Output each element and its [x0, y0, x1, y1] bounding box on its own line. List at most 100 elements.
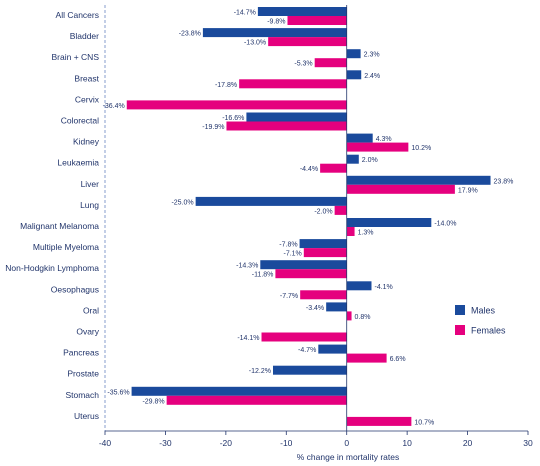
data-label-females-cervix: -36.4%	[103, 103, 125, 110]
legend-swatch-males	[455, 305, 465, 315]
bar-males-liver	[346, 175, 491, 185]
bar-females-lung	[334, 205, 347, 215]
category-label-prostate: Prostate	[67, 369, 99, 379]
data-label-males-oral: -3.4%	[306, 305, 324, 312]
x-tick-label: 10	[402, 438, 412, 448]
bar-males-prostate	[272, 365, 347, 375]
data-label-males-malignant-melanoma: -14.0%	[434, 221, 456, 228]
x-tick-label: -40	[99, 438, 112, 448]
bar-females-liver	[346, 184, 455, 194]
data-label-males-liver: 23.8%	[494, 178, 514, 185]
x-tick-label: 0	[344, 438, 349, 448]
data-label-females-pancreas: 6.6%	[390, 356, 406, 363]
bar-females-breast	[239, 79, 347, 89]
bar-females-cervix	[126, 100, 347, 110]
bar-females-all-cancers	[287, 16, 347, 25]
bar-males-leukaemia	[346, 154, 359, 164]
category-label-oral: Oral	[83, 305, 99, 315]
data-label-males-kidney: 4.3%	[376, 136, 392, 143]
bar-males-brain-cns	[346, 49, 361, 59]
data-label-males-breast: 2.4%	[364, 73, 380, 80]
data-label-males-stomach: -35.6%	[107, 389, 129, 396]
data-label-males-non-hodgkin-lymphoma: -14.3%	[236, 263, 258, 270]
legend-label-females: Females	[471, 326, 506, 336]
data-label-females-leukaemia: -4.4%	[300, 166, 318, 173]
bar-males-bladder	[202, 28, 347, 38]
category-label-lung: Lung	[80, 200, 99, 210]
x-tick-label: -20	[220, 438, 233, 448]
category-label-leukaemia: Leukaemia	[57, 158, 99, 168]
bar-males-lung	[195, 196, 347, 206]
x-tick-label: -30	[159, 438, 172, 448]
data-label-females-uterus: 10.7%	[414, 419, 434, 426]
bar-males-multiple-myeloma	[299, 239, 347, 249]
bar-females-oesophagus	[300, 290, 347, 300]
bar-females-bladder	[268, 37, 347, 47]
data-label-females-all-cancers: -9.8%	[267, 19, 285, 26]
x-tick-label: 30	[523, 438, 533, 448]
category-label-liver: Liver	[81, 179, 100, 189]
data-label-females-stomach: -29.8%	[142, 398, 164, 405]
data-label-females-brain-cns: -5.3%	[294, 61, 312, 68]
bar-males-oesophagus	[346, 281, 372, 291]
x-tick-label: 20	[463, 438, 473, 448]
data-label-males-lung: -25.0%	[171, 199, 193, 206]
category-label-multiple-myeloma: Multiple Myeloma	[33, 242, 99, 252]
data-label-females-kidney: 10.2%	[411, 145, 431, 152]
bar-males-kidney	[346, 133, 373, 143]
bar-females-oral	[346, 311, 352, 321]
data-label-females-oesophagus: -7.7%	[280, 293, 298, 300]
data-label-females-multiple-myeloma: -7.1%	[284, 251, 302, 258]
category-label-breast: Breast	[74, 73, 99, 83]
category-label-pancreas: Pancreas	[63, 348, 99, 358]
data-label-females-bladder: -13.0%	[244, 40, 266, 47]
category-label-kidney: Kidney	[73, 137, 100, 147]
category-label-stomach: Stomach	[65, 390, 99, 400]
legend-label-males: Males	[471, 306, 496, 316]
bar-females-non-hodgkin-lymphoma	[275, 269, 347, 279]
data-label-males-all-cancers: -14.7%	[234, 10, 256, 17]
bar-females-uterus	[346, 416, 412, 426]
category-label-brain-cns: Brain + CNS	[52, 52, 100, 62]
bar-females-ovary	[261, 332, 347, 342]
category-label-oesophagus: Oesophagus	[51, 284, 99, 294]
bar-males-all-cancers	[257, 7, 347, 16]
bar-males-malignant-melanoma	[346, 218, 432, 227]
bar-females-brain-cns	[314, 58, 347, 68]
data-label-males-oesophagus: -4.1%	[374, 284, 392, 291]
data-label-males-colorectal: -16.6%	[222, 115, 244, 122]
bar-males-non-hodgkin-lymphoma	[260, 260, 347, 270]
bar-males-pancreas	[318, 344, 347, 354]
bar-males-breast	[346, 70, 362, 80]
bar-females-leukaemia	[320, 163, 347, 173]
data-label-females-breast: -17.8%	[215, 82, 237, 89]
data-label-females-liver: 17.9%	[458, 187, 478, 194]
data-label-females-non-hodgkin-lymphoma: -11.8%	[252, 272, 274, 279]
data-label-males-bladder: -23.8%	[179, 31, 201, 38]
bar-females-malignant-melanoma	[346, 227, 355, 236]
data-label-females-malignant-melanoma: 1.3%	[358, 230, 374, 237]
category-label-ovary: Ovary	[76, 327, 99, 337]
data-label-males-leukaemia: 2.0%	[362, 157, 378, 164]
category-label-cervix: Cervix	[75, 94, 100, 104]
data-label-females-oral: 0.8%	[355, 314, 371, 321]
data-label-females-colorectal: -19.9%	[202, 124, 224, 131]
category-label-colorectal: Colorectal	[61, 116, 99, 126]
category-label-malignant-melanoma: Malignant Melanoma	[20, 221, 99, 231]
data-label-males-pancreas: -4.7%	[298, 347, 316, 354]
category-label-all-cancers: All Cancers	[56, 10, 99, 20]
category-label-non-hodgkin-lymphoma: Non-Hodgkin Lymphoma	[5, 263, 99, 273]
data-label-females-ovary: -14.1%	[237, 335, 259, 342]
bar-males-oral	[326, 302, 347, 312]
bar-males-stomach	[131, 386, 347, 396]
x-tick-label: -10	[280, 438, 293, 448]
bar-females-colorectal	[226, 121, 347, 131]
legend-swatch-females	[455, 325, 465, 335]
data-label-males-brain-cns: 2.3%	[364, 52, 380, 59]
bar-females-multiple-myeloma	[303, 248, 347, 258]
bar-females-pancreas	[346, 353, 387, 363]
data-label-males-prostate: -12.2%	[249, 368, 271, 375]
bar-females-stomach	[166, 395, 347, 405]
data-label-females-lung: -2.0%	[314, 208, 332, 215]
